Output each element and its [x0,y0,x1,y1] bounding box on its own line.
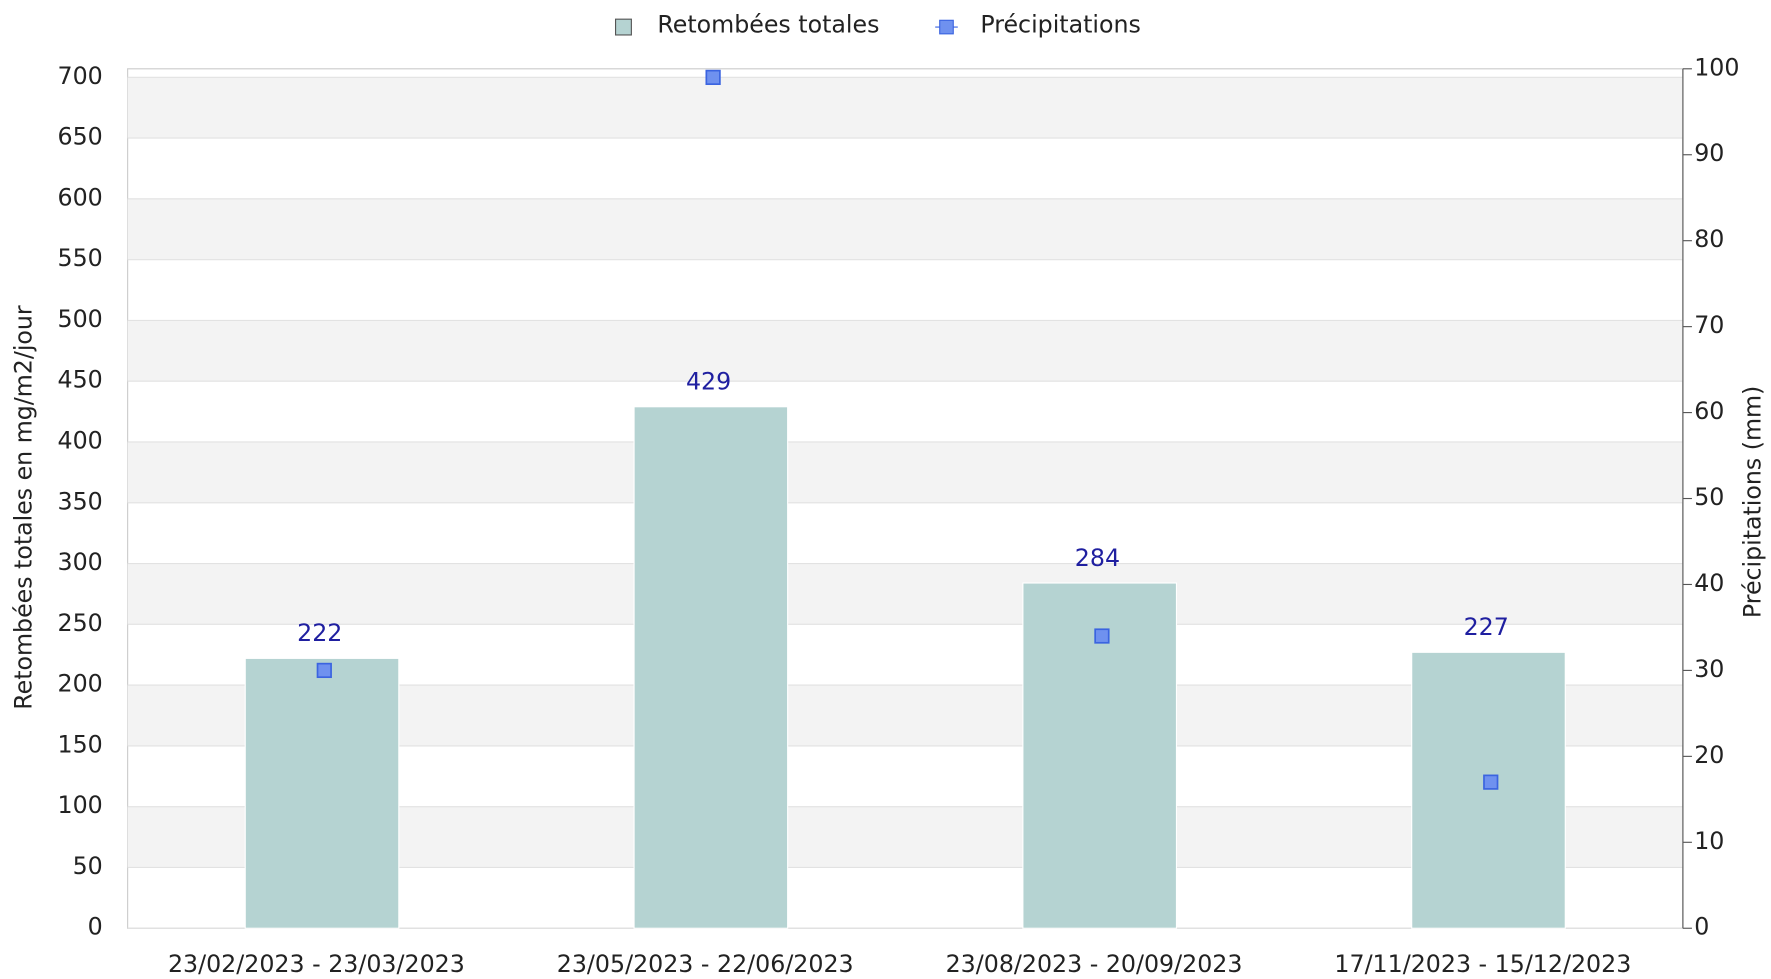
legend-label: Retombées totales [657,10,879,38]
y2-tick-label: 10 [1694,827,1724,855]
y2-tick-label: 0 [1694,913,1709,941]
y-tick-label: 150 [58,730,103,758]
y2-tick-label: 50 [1694,483,1724,511]
grid-band [127,198,1683,260]
y2-tick-label: 20 [1694,741,1724,769]
y2-tick-label: 90 [1694,139,1724,167]
legend-label: Précipitations [980,10,1141,38]
y-tick-label: 400 [58,427,103,455]
legend-swatch [614,18,632,36]
y-tick-label: 550 [58,244,103,272]
y-tick-label: 300 [58,548,103,576]
value-label: 284 [1075,544,1120,572]
bar [1411,651,1566,929]
grid-band [127,563,1683,625]
y2-tick-label: 80 [1694,225,1724,253]
y-tick-label: 100 [58,791,103,819]
x-tick-label: 23/08/2023 - 20/09/2023 [946,950,1243,978]
grid-band [127,441,1683,503]
grid-band [127,320,1683,382]
y2-tick-label: 70 [1694,311,1724,339]
y-tick-label: 250 [58,609,103,637]
value-label: 429 [686,368,731,396]
bar [633,406,789,929]
y-tick-label: 200 [58,670,103,698]
y-axis-title: Retombées totales en mg/m2/jour [9,305,37,710]
value-label: 227 [1464,613,1509,641]
y2-tick-label: 30 [1694,655,1724,683]
y2-tick-label: 100 [1694,53,1739,81]
point [1094,628,1110,644]
x-tick-label: 23/02/2023 - 23/03/2023 [168,950,465,978]
y2-tick-label: 60 [1694,397,1724,425]
y-tick-label: 450 [58,366,103,394]
point [316,662,332,679]
grid-band [127,77,1683,139]
bar [244,657,400,929]
y-tick-label: 500 [58,305,103,333]
y-tick-label: 350 [58,487,103,515]
point [1483,774,1499,790]
y-tick-label: 650 [58,123,103,151]
y-tick-label: 700 [58,62,103,90]
x-tick-label: 23/05/2023 - 22/06/2023 [557,950,854,978]
value-label: 222 [297,619,342,647]
x-tick-label: 17/11/2023 - 15/12/2023 [1334,950,1631,978]
y2-axis-title: Précipitations (mm) [1739,386,1767,618]
y-tick-label: 0 [88,913,103,941]
legend-swatch [939,19,954,35]
y2-tick-label: 40 [1694,569,1724,597]
point [705,69,721,86]
y-tick-label: 600 [58,183,103,211]
y-tick-label: 50 [73,852,103,880]
